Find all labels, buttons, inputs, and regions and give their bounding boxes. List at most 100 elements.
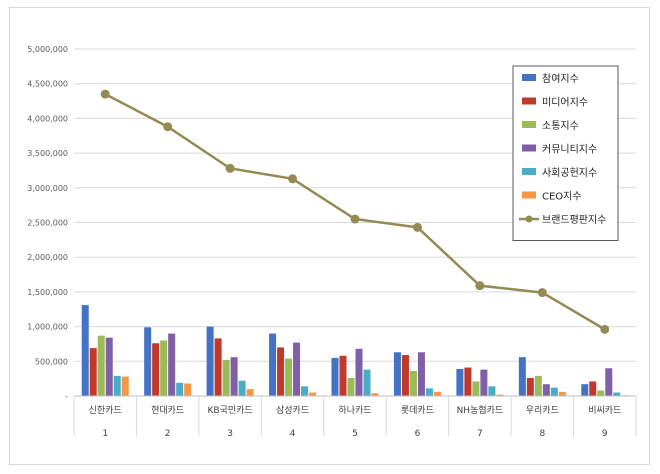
legend-label: 참여지수	[542, 73, 579, 85]
bar	[97, 335, 105, 396]
bar	[355, 348, 363, 396]
y-tick-label: 4,500,000	[27, 80, 68, 89]
line-point	[412, 222, 422, 232]
bar	[488, 386, 496, 396]
legend-swatch	[522, 74, 536, 81]
legend-swatch	[522, 191, 536, 199]
chart: - 500,000 1,000,000 1,500,000 2,000,000 2,500…	[27, 45, 637, 439]
x-index-label: 5	[352, 429, 358, 439]
bar	[285, 358, 293, 396]
line-point	[163, 122, 173, 132]
bar	[113, 375, 121, 396]
bar	[526, 377, 534, 396]
bar	[581, 384, 589, 396]
bar	[301, 386, 309, 396]
y-tick-label: 2,500,000	[27, 219, 68, 228]
bar	[309, 392, 317, 396]
bar	[433, 391, 441, 396]
legend-swatch	[522, 121, 536, 128]
bar	[550, 387, 558, 396]
bar	[371, 393, 379, 396]
x-index-label: 4	[290, 429, 296, 439]
y-tick-label: 4,000,000	[27, 114, 68, 123]
bar	[222, 359, 230, 396]
y-tick-label: 3,000,000	[27, 184, 68, 193]
y-tick-label: 1,000,000	[27, 323, 68, 332]
bar	[81, 305, 89, 396]
y-axis: - 500,000 1,000,000 1,500,000 2,000,000 2,500…	[27, 45, 68, 401]
x-index-label: 6	[415, 429, 421, 439]
x-category-label: 삼성카드	[276, 405, 309, 416]
bars	[81, 305, 629, 396]
bar	[152, 343, 160, 396]
legend-label: CEO지수	[542, 191, 582, 203]
legend-label: 소통지수	[542, 120, 579, 132]
bar	[246, 389, 254, 396]
bar	[363, 369, 371, 396]
bar	[293, 342, 301, 396]
x-category-label: 현대카드	[151, 405, 184, 416]
bar	[214, 338, 222, 396]
bar	[409, 371, 417, 396]
bar	[480, 369, 488, 396]
legend-label: 사회공헌지수	[542, 167, 597, 179]
chart-frame: - 500,000 1,000,000 1,500,000 2,000,000 2,500…	[9, 7, 650, 465]
y-tick-label: 500,000	[35, 357, 68, 366]
legend-marker	[525, 215, 533, 223]
bar	[558, 391, 566, 396]
bar	[456, 368, 464, 396]
line-point	[100, 89, 110, 99]
x-category-label: NH농협카드	[457, 404, 504, 416]
bar	[230, 357, 238, 396]
y-tick-label: 3,500,000	[27, 149, 68, 158]
bar	[121, 376, 129, 396]
line-point	[537, 288, 547, 298]
line-point	[288, 174, 298, 184]
bar	[347, 377, 355, 396]
x-index-label: 8	[539, 429, 545, 439]
bar	[534, 375, 542, 396]
bar	[206, 326, 214, 396]
bar	[613, 392, 621, 396]
legend-label: 미디어지수	[542, 97, 588, 109]
x-axis: 신한카드 1 현대카드 2 KB국민카드 3 삼성카드 4 하나카드 5 롯데카드 6 NH농협카드 7 우…	[73, 395, 637, 439]
bar	[542, 384, 550, 396]
bar	[331, 357, 339, 396]
bar	[417, 352, 425, 396]
line-point	[475, 281, 485, 291]
bar	[605, 368, 613, 396]
bar	[144, 327, 152, 396]
line-point	[225, 163, 235, 173]
x-index-label: 1	[102, 429, 108, 439]
y-tick-label: 5,000,000	[27, 45, 68, 54]
bar	[184, 383, 192, 396]
bar	[277, 347, 285, 396]
y-tick-label: -	[65, 392, 68, 401]
bar	[393, 352, 401, 396]
y-tick-label: 1,500,000	[27, 288, 68, 297]
x-category-label: KB국민카드	[208, 405, 253, 416]
y-tick-label: 2,000,000	[27, 253, 68, 262]
legend-swatch	[522, 168, 536, 175]
legend-swatch	[522, 144, 536, 152]
legend-box	[512, 65, 619, 241]
x-category-label: 롯데카드	[401, 405, 434, 416]
x-category-label: 하나카드	[338, 405, 371, 416]
x-index-label: 9	[602, 429, 608, 439]
x-category-label: 비씨카드	[588, 405, 621, 416]
x-index-label: 3	[227, 429, 233, 439]
bar	[518, 357, 526, 396]
legend-swatch	[522, 97, 536, 105]
line-point	[350, 214, 360, 224]
bar	[176, 382, 184, 396]
bar	[472, 381, 480, 396]
legend-label: 커뮤니티지수	[542, 144, 597, 156]
bar	[160, 340, 168, 396]
legend-label: 브랜드평판지수	[542, 214, 606, 226]
x-index-label: 7	[477, 429, 483, 439]
bar	[464, 367, 472, 396]
bar	[401, 355, 409, 396]
x-index-label: 2	[165, 429, 171, 439]
bar	[105, 337, 113, 396]
